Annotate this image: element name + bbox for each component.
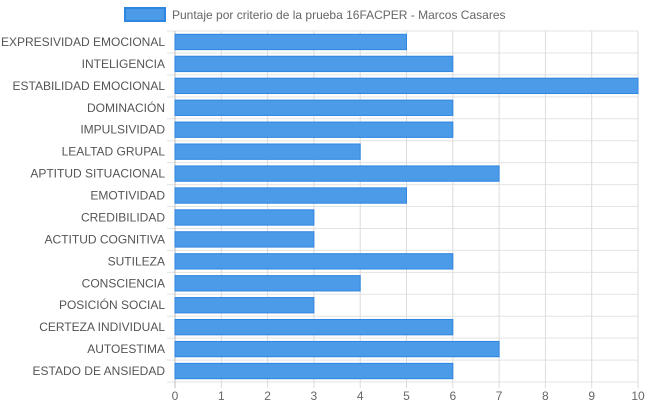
y-category-label: CREDIBILIDAD (81, 210, 165, 224)
bar[interactable] (174, 209, 315, 226)
bar[interactable] (174, 297, 315, 314)
x-tick-label: 4 (357, 389, 364, 403)
y-category-label: ESTADO DE ANSIEDAD (33, 364, 166, 378)
y-category-label: IMPULSIVIDAD (80, 123, 165, 137)
x-tick-label: 8 (542, 389, 549, 403)
x-tick-label: 3 (311, 389, 318, 403)
y-category-label: EXPRESIVIDAD EMOCIONAL (1, 35, 165, 49)
x-tick-label: 5 (403, 389, 410, 403)
y-category-label: POSICIÓN SOCIAL (59, 297, 165, 312)
y-category-label: ACTITUD COGNITIVA (45, 232, 165, 246)
x-tick-label: 6 (449, 389, 456, 403)
bar[interactable] (174, 55, 454, 73)
legend-swatch[interactable] (124, 7, 166, 22)
x-tick-label: 0 (172, 389, 179, 403)
x-axis-labels: 0 1 2 3 4 5 6 7 8 9 10 (172, 389, 645, 403)
bar[interactable] (174, 318, 454, 336)
y-category-label: CERTEZA INDIVIDUAL (39, 320, 165, 334)
bar[interactable] (174, 77, 639, 95)
y-category-label: ESTABILIDAD EMOCIONAL (13, 79, 166, 93)
y-category-label: INTELIGENCIA (82, 57, 165, 71)
bar[interactable] (174, 362, 454, 380)
y-axis-labels: EXPRESIVIDAD EMOCIONAL INTELIGENCIA ESTABI… (1, 35, 165, 378)
y-category-label: DOMINACIÓN (87, 100, 165, 115)
bar[interactable] (174, 231, 315, 248)
bar[interactable] (174, 165, 500, 182)
bar[interactable] (174, 340, 500, 358)
x-tick-label: 9 (588, 389, 595, 403)
bar[interactable] (174, 33, 407, 51)
y-category-label: CONSCIENCIA (82, 276, 165, 290)
y-category-label: APTITUD SITUACIONAL (30, 167, 165, 181)
x-tick-label: 10 (631, 389, 645, 403)
x-tick-label: 1 (218, 389, 225, 403)
x-tick-label: 2 (264, 389, 271, 403)
y-category-label: AUTOESTIMA (87, 342, 165, 356)
y-category-label: EMOTIVIDAD (90, 189, 165, 203)
x-tick-label: 7 (496, 389, 503, 403)
bar[interactable] (174, 187, 407, 204)
bar[interactable] (174, 143, 361, 160)
y-category-label: SUTILEZA (108, 254, 165, 268)
bars (174, 33, 639, 380)
y-category-label: LEALTAD GRUPAL (62, 145, 166, 159)
bar[interactable] (174, 253, 454, 270)
bar[interactable] (174, 99, 454, 116)
legend-label[interactable]: Puntaje por criterio de la prueba 16FACP… (172, 8, 506, 22)
legend[interactable]: Puntaje por criterio de la prueba 16FACP… (124, 7, 506, 22)
bar[interactable] (174, 121, 454, 138)
bar[interactable] (174, 275, 361, 292)
